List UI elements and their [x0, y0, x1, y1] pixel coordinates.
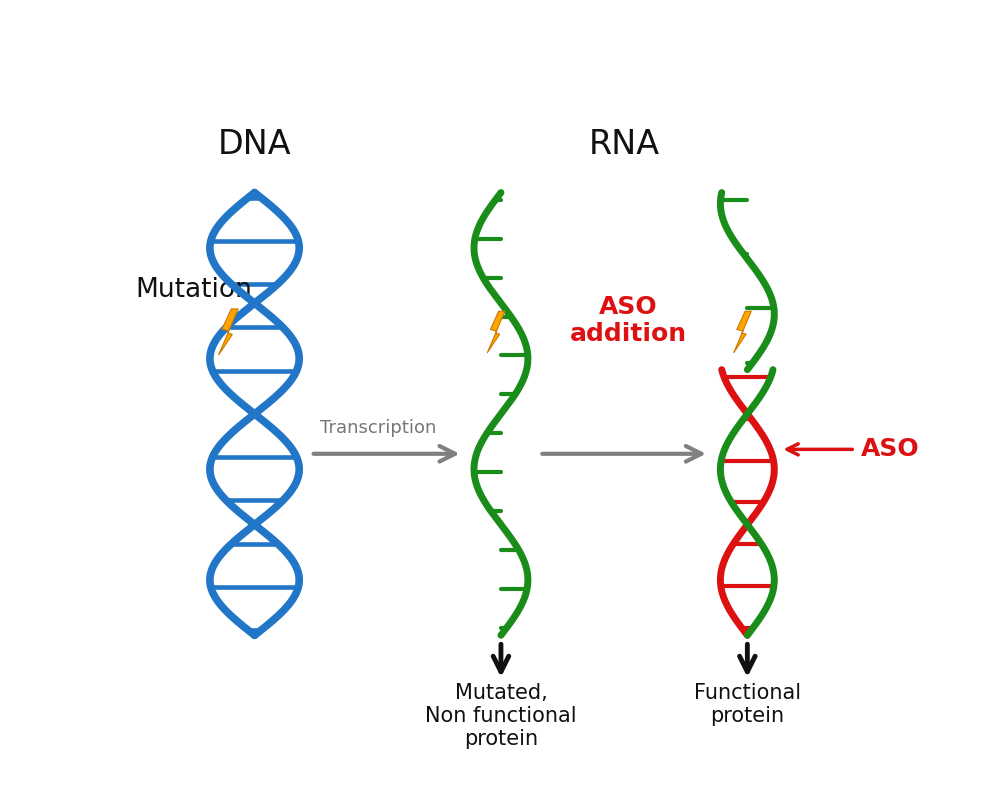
Text: RNA: RNA: [589, 129, 660, 161]
Polygon shape: [487, 311, 505, 353]
Polygon shape: [219, 309, 238, 355]
Text: DNA: DNA: [218, 129, 291, 161]
Text: Functional
protein: Functional protein: [694, 683, 801, 726]
Text: Mutated,
Non functional
protein: Mutated, Non functional protein: [425, 683, 577, 749]
Text: ASO: ASO: [861, 438, 919, 461]
Polygon shape: [734, 311, 751, 353]
Text: Mutation: Mutation: [135, 277, 252, 303]
Text: Transcription: Transcription: [320, 419, 436, 437]
Text: ASO
addition: ASO addition: [569, 294, 687, 346]
